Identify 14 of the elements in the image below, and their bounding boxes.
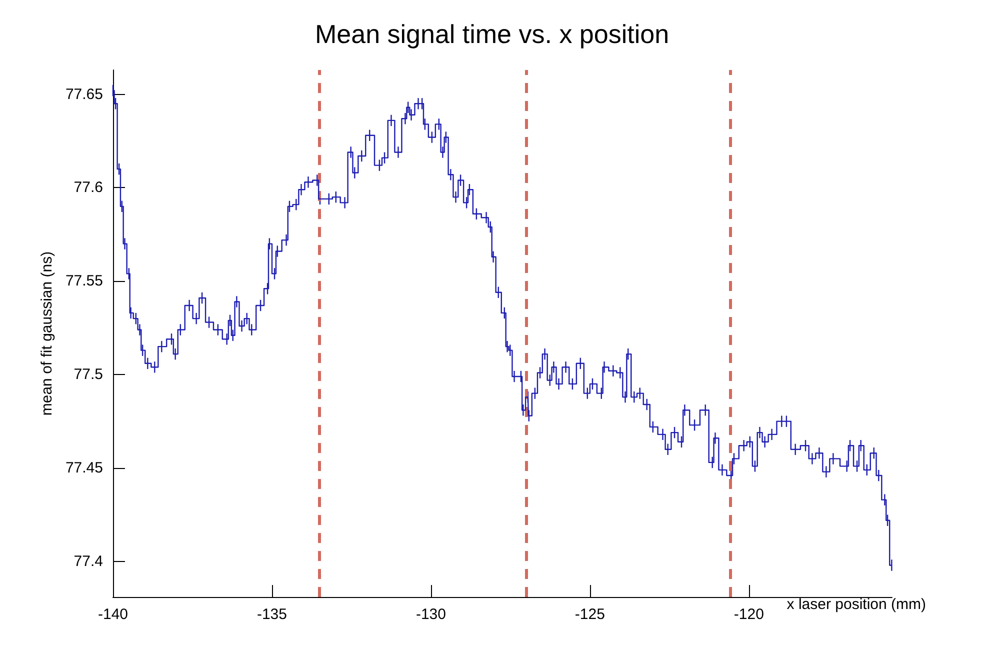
x-tick-label: -120	[734, 606, 764, 623]
y-tick-label: 77.55	[65, 272, 103, 290]
x-tick-label: -140	[98, 606, 128, 623]
y-tick-label: 77.4	[74, 552, 103, 570]
x-axis-title: x laser position (mm)	[786, 596, 926, 613]
y-tick-label: 77.65	[65, 86, 103, 103]
x-tick-label: -130	[416, 606, 446, 623]
y-tick-label: 77.45	[65, 460, 103, 477]
x-tick-label: -135	[256, 606, 287, 623]
chart-title: Mean signal time vs. x position	[314, 19, 670, 49]
y-axis-title: mean of fit gaussian (ns)	[38, 251, 56, 416]
y-tick-label: 77.5	[74, 366, 103, 384]
x-tick-label: -125	[574, 606, 605, 623]
y-tick-label: 77.6	[74, 179, 103, 196]
